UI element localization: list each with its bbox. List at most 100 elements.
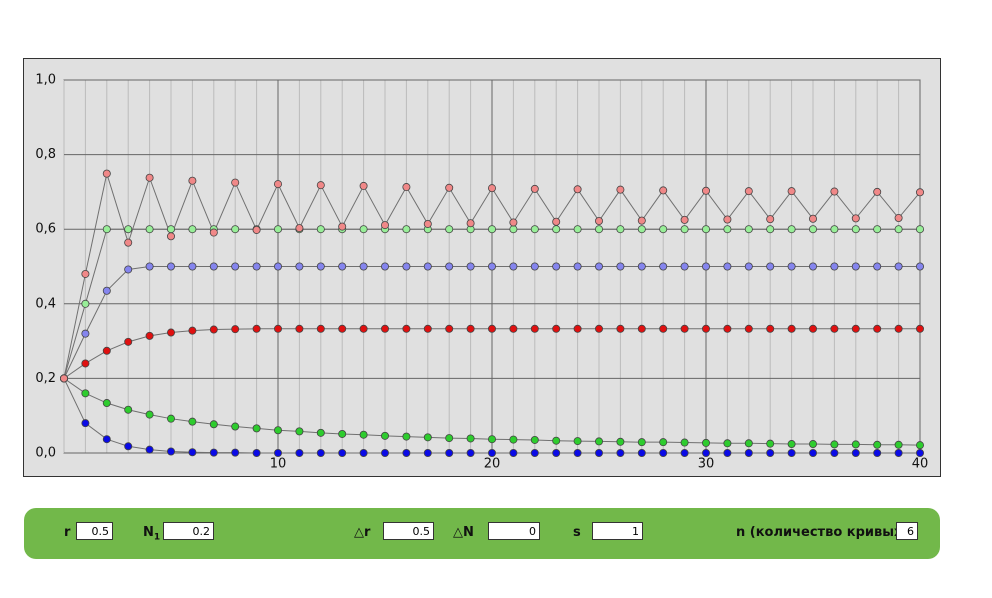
chart: 10 20 30 40 0,0 0,2 0,4 0,6 0,8 1,0 bbox=[23, 58, 941, 477]
data-point bbox=[273, 262, 282, 271]
control-label: △N bbox=[453, 525, 474, 540]
control-input[interactable] bbox=[592, 522, 643, 540]
data-point bbox=[552, 448, 561, 457]
data-point bbox=[231, 448, 240, 457]
data-point bbox=[766, 215, 775, 224]
data-point bbox=[509, 262, 518, 271]
data-point bbox=[851, 214, 860, 223]
data-point bbox=[573, 437, 582, 446]
data-point bbox=[380, 431, 389, 440]
data-point bbox=[466, 448, 475, 457]
data-point bbox=[659, 225, 668, 234]
data-point bbox=[873, 324, 882, 333]
data-point bbox=[766, 262, 775, 271]
data-point bbox=[809, 448, 818, 457]
data-point bbox=[316, 448, 325, 457]
data-point bbox=[166, 225, 175, 234]
data-point bbox=[616, 448, 625, 457]
data-point bbox=[487, 262, 496, 271]
control-input[interactable] bbox=[163, 522, 214, 540]
data-point bbox=[231, 262, 240, 271]
control-input[interactable] bbox=[488, 522, 540, 540]
data-point bbox=[809, 262, 818, 271]
data-point bbox=[81, 419, 90, 428]
data-point bbox=[637, 438, 646, 447]
data-point bbox=[338, 429, 347, 438]
data-point bbox=[124, 442, 133, 451]
data-point bbox=[295, 224, 304, 233]
data-point bbox=[487, 184, 496, 193]
data-point bbox=[787, 225, 796, 234]
control-input[interactable] bbox=[76, 522, 113, 540]
data-point bbox=[894, 440, 903, 449]
data-point bbox=[380, 221, 389, 230]
control-input[interactable] bbox=[896, 522, 918, 540]
data-point bbox=[894, 324, 903, 333]
data-point bbox=[166, 328, 175, 337]
data-point bbox=[295, 262, 304, 271]
data-point bbox=[423, 262, 432, 271]
data-point bbox=[231, 325, 240, 334]
data-point bbox=[873, 440, 882, 449]
data-point bbox=[723, 448, 732, 457]
data-point bbox=[702, 186, 711, 195]
data-point bbox=[637, 448, 646, 457]
data-point bbox=[916, 225, 925, 234]
data-point bbox=[766, 448, 775, 457]
data-point bbox=[637, 262, 646, 271]
data-point bbox=[744, 324, 753, 333]
data-point bbox=[402, 432, 411, 441]
data-point bbox=[573, 324, 582, 333]
data-point bbox=[509, 448, 518, 457]
data-point bbox=[359, 448, 368, 457]
data-point bbox=[616, 262, 625, 271]
data-point bbox=[124, 337, 133, 346]
data-point bbox=[402, 262, 411, 271]
data-point bbox=[702, 448, 711, 457]
data-point bbox=[145, 331, 154, 340]
control-panel: r N1 △r △N s n (количество кривых): bbox=[24, 508, 940, 559]
data-point bbox=[616, 437, 625, 446]
data-point bbox=[616, 185, 625, 194]
data-point bbox=[338, 222, 347, 231]
data-point bbox=[573, 448, 582, 457]
data-point bbox=[81, 329, 90, 338]
data-point bbox=[616, 324, 625, 333]
data-point bbox=[723, 439, 732, 448]
data-point bbox=[723, 225, 732, 234]
data-point bbox=[252, 424, 261, 433]
data-point bbox=[509, 324, 518, 333]
data-point bbox=[359, 181, 368, 190]
control-input[interactable] bbox=[383, 522, 434, 540]
x-tick-label: 40 bbox=[912, 457, 929, 472]
data-point bbox=[595, 448, 604, 457]
data-point bbox=[273, 225, 282, 234]
data-point bbox=[873, 448, 882, 457]
data-point bbox=[102, 435, 111, 444]
data-point bbox=[680, 324, 689, 333]
data-point bbox=[916, 448, 925, 457]
data-point bbox=[145, 173, 154, 182]
data-point bbox=[530, 184, 539, 193]
data-point bbox=[316, 181, 325, 190]
data-point bbox=[680, 262, 689, 271]
data-point bbox=[209, 262, 218, 271]
data-point bbox=[894, 225, 903, 234]
data-point bbox=[659, 262, 668, 271]
data-point bbox=[188, 225, 197, 234]
data-point bbox=[680, 448, 689, 457]
data-point bbox=[124, 265, 133, 274]
data-point bbox=[124, 225, 133, 234]
y-tick-label: 0,2 bbox=[35, 371, 56, 386]
data-point bbox=[380, 448, 389, 457]
data-point bbox=[231, 422, 240, 431]
data-point bbox=[273, 426, 282, 435]
data-point bbox=[209, 448, 218, 457]
data-point bbox=[552, 225, 561, 234]
data-point bbox=[766, 225, 775, 234]
data-point bbox=[231, 178, 240, 187]
data-point bbox=[145, 225, 154, 234]
data-point bbox=[552, 436, 561, 445]
data-point bbox=[809, 324, 818, 333]
data-point bbox=[359, 324, 368, 333]
